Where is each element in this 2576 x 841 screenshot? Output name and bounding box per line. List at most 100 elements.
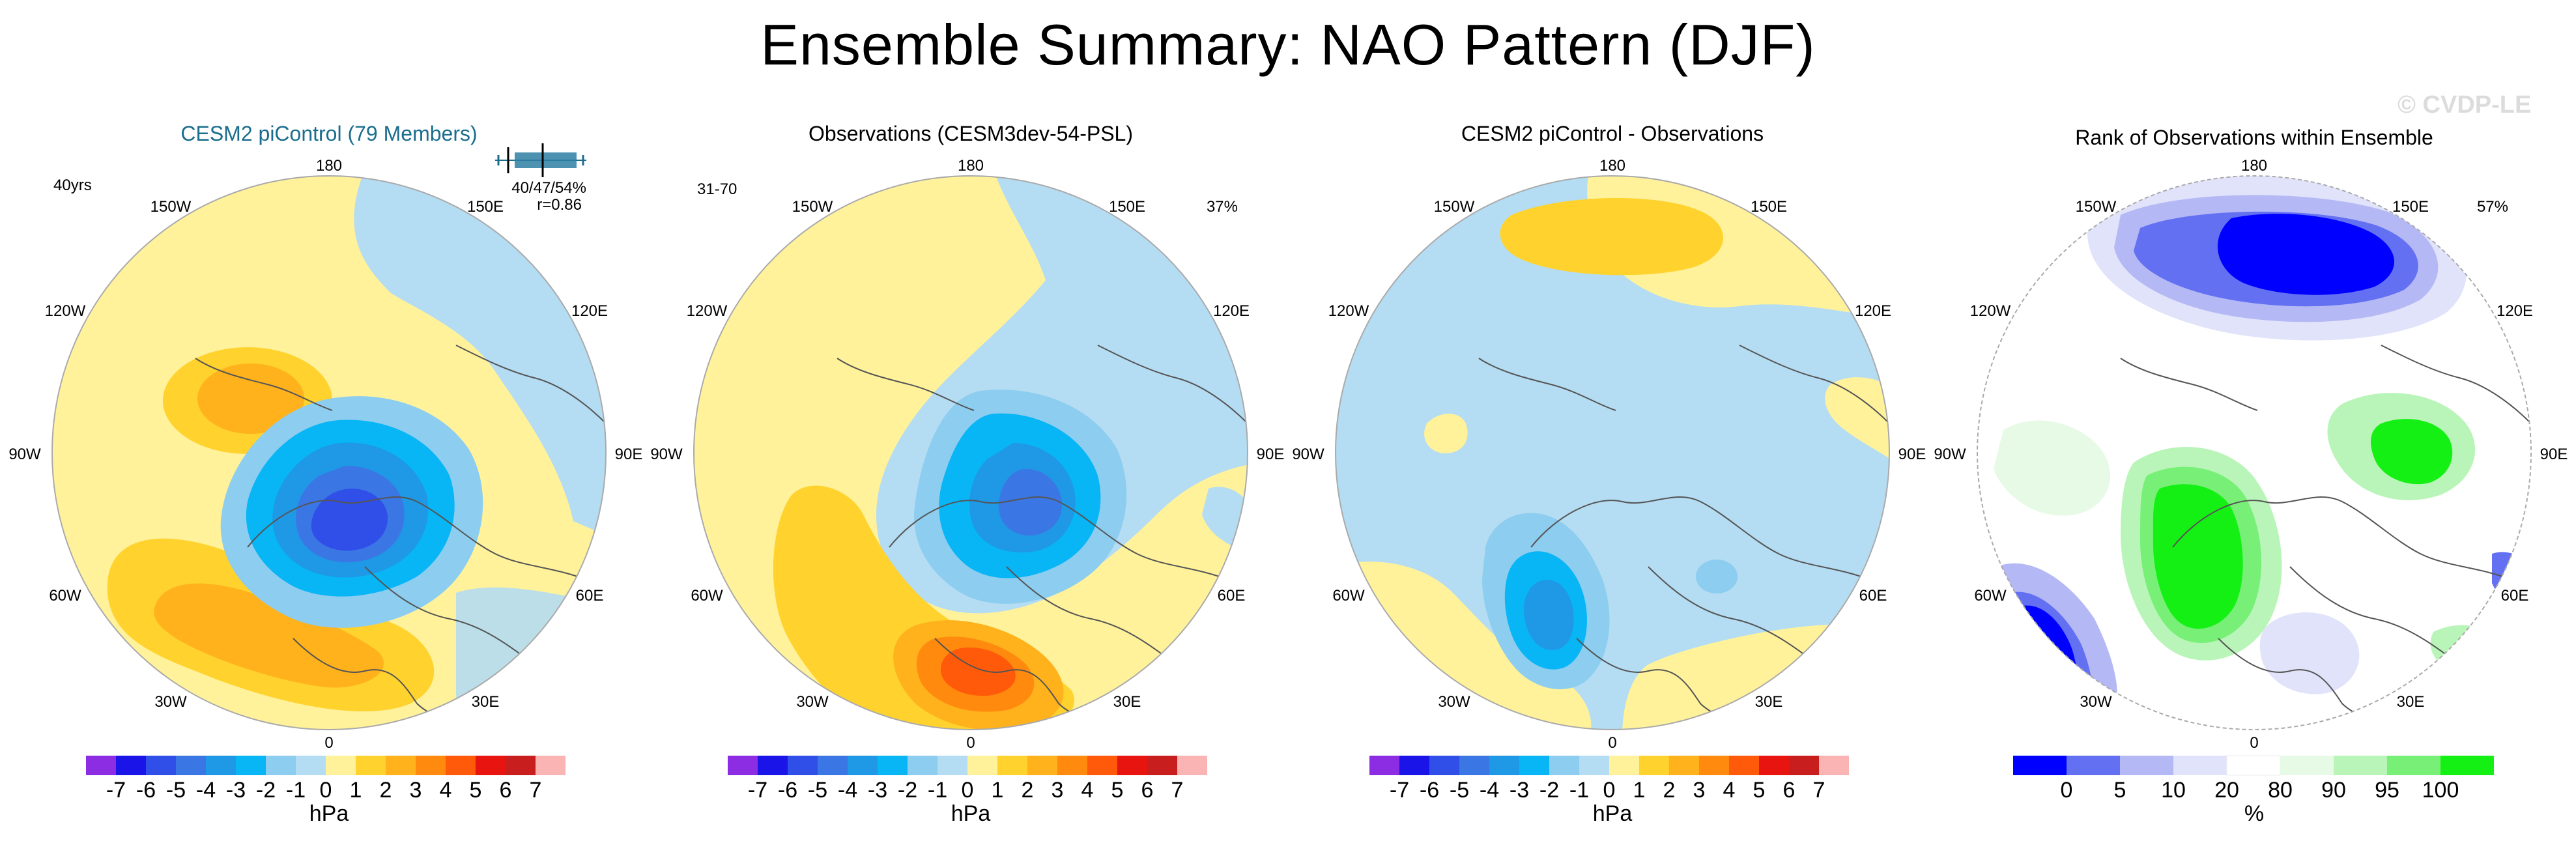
lon-150e: 150E: [467, 198, 504, 216]
lon-60w: 60W: [1974, 587, 2007, 605]
colorbar-tick-label: -2: [256, 778, 276, 803]
colorbar-tick-label: 0: [1603, 778, 1616, 803]
longitude-labels: 180 150E 120E 90E 60E 30E 0 30W 60W 90W …: [1292, 157, 1926, 752]
colorbar-box: [1027, 756, 1057, 775]
colorbar-box: [506, 756, 536, 775]
colorbar-tick-label: 5: [1111, 778, 1124, 803]
colorbar-tick-label: -7: [748, 778, 767, 803]
colorbar-tick-label: -3: [868, 778, 887, 803]
lon-150w: 150W: [2076, 198, 2117, 216]
colorbar-tick-label: 4: [440, 778, 452, 803]
lon-90e: 90E: [615, 446, 643, 463]
lon-120w: 120W: [1970, 302, 2011, 320]
lon-60w: 60W: [691, 587, 723, 605]
colorbar-tick-label: 1: [350, 778, 362, 803]
panel-ensemble-mean: CESM2 piControl (79 Members) 40yrs 40/47…: [8, 122, 642, 826]
colorbar-box: [2440, 756, 2494, 775]
colorbar-tick-label: 20: [2214, 778, 2239, 803]
colorbar-box: [1669, 756, 1699, 775]
colorbar-tick-label: 6: [500, 778, 512, 803]
colorbar: 0 5 10 20 80 90 95 100: [2013, 755, 2494, 803]
colorbar-box: [1489, 756, 1519, 775]
longitude-labels: 180 150E 120E 90E 60E 30E 0 30W 60W 90W …: [8, 157, 642, 752]
colorbar-box: [878, 756, 908, 775]
lon-120w: 120W: [1328, 302, 1369, 320]
lon-60w: 60W: [1332, 587, 1365, 605]
lon-90w: 90W: [650, 446, 683, 463]
lon-180: 180: [316, 157, 342, 175]
colorbar-box: [1399, 756, 1429, 775]
lon-30e: 30E: [2397, 693, 2425, 711]
map-boundary: [51, 175, 607, 730]
colorbar-tick-label: 7: [1171, 778, 1184, 803]
colorbar-box: [236, 756, 266, 775]
colorbar-box: [1609, 756, 1639, 775]
colorbar-box: [848, 756, 878, 775]
colorbar-tick-label: -5: [1450, 778, 1469, 803]
colorbar-tick-label: 100: [2422, 778, 2459, 803]
panel-title: Observations (CESM3dev-54-PSL): [809, 122, 1133, 145]
panel-observations: Observations (CESM3dev-54-PSL) 31-70 37%…: [650, 122, 1284, 826]
colorbar-tick-label: 0: [962, 778, 974, 803]
corner-label-left: 31-70: [697, 180, 737, 198]
colorbar-box: [2173, 756, 2227, 775]
lon-150w: 150W: [792, 198, 833, 216]
colorbar-tick-label: 2: [1663, 778, 1676, 803]
corner-label-right: 37%: [1207, 198, 1238, 216]
map-boundary: [1977, 175, 2532, 730]
lon-150e: 150E: [1109, 198, 1145, 216]
colorbar: -7 -6 -5 -4 -3 -2 -1 0 1 2 3 4 5 6 7: [1369, 756, 1849, 803]
contour-field: [52, 176, 606, 730]
colorbar-box: [116, 756, 146, 775]
colorbar-box: [2387, 756, 2440, 775]
colorbar-box: [1459, 756, 1489, 775]
colorbar-box: [1639, 756, 1669, 775]
longitude-labels: 180 150E 120E 90E 60E 30E 0 30W 60W 90W …: [1934, 157, 2568, 752]
lon-120e: 120E: [1213, 302, 1250, 320]
colorbar-tick-label: -4: [1480, 778, 1499, 803]
colorbar-box: [446, 756, 476, 775]
colorbar-box: [206, 756, 236, 775]
colorbar-tick-label: -3: [1510, 778, 1529, 803]
lon-120e: 120E: [571, 302, 608, 320]
colorbar-box: [1819, 756, 1849, 775]
colorbar-box: [1789, 756, 1819, 775]
colorbar-tick-label: 4: [1723, 778, 1736, 803]
colorbar-tick-label: -1: [1569, 778, 1589, 803]
colorbar-tick-label: -1: [928, 778, 947, 803]
lon-0: 0: [1608, 734, 1616, 752]
colorbar-tick-label: 5: [2114, 778, 2126, 803]
colorbar-box: [818, 756, 848, 775]
colorbar-tick-label: -5: [808, 778, 827, 803]
colorbar-unit: hPa: [1593, 801, 1633, 826]
colorbar-box: [2067, 756, 2120, 775]
lon-60e: 60E: [1859, 587, 1887, 605]
colorbar-tick-label: 5: [1753, 778, 1766, 803]
contour-field: [694, 176, 1248, 730]
colorbar-box: [1579, 756, 1609, 775]
colorbar-tick-label: -6: [1420, 778, 1439, 803]
lon-150e: 150E: [2392, 198, 2429, 216]
longitude-labels: 180 150E 120E 90E 60E 30E 0 30W 60W 90W …: [650, 157, 1284, 752]
colorbar-box: [2226, 755, 2281, 776]
colorbar-box: [1759, 756, 1789, 775]
main-title: Ensemble Summary: NAO Pattern (DJF): [760, 12, 1816, 77]
colorbar-tick-label: 2: [1022, 778, 1034, 803]
colorbar-box: [386, 756, 416, 775]
variance-stats: 40/47/54%: [511, 179, 586, 197]
colorbar-box: [1519, 756, 1549, 775]
colorbar-box: [536, 756, 565, 775]
lon-30w: 30W: [1438, 693, 1470, 711]
colorbar-tick-label: 3: [1052, 778, 1064, 803]
colorbar-box: [1147, 756, 1177, 775]
mini-histogram: [495, 143, 586, 177]
colorbar: -7 -6 -5 -4 -3 -2 -1 0 1 2 3 4 5 6 7: [86, 756, 565, 803]
colorbar-tick-label: -3: [226, 778, 246, 803]
lon-30w: 30W: [154, 693, 187, 711]
panel-title: Rank of Observations within Ensemble: [2075, 126, 2433, 149]
colorbar-tick-label: -1: [286, 778, 306, 803]
contour-field: [1336, 176, 1889, 730]
lon-30e: 30E: [1113, 693, 1141, 711]
colorbar-box: [758, 756, 788, 775]
colorbar-box: [326, 756, 356, 775]
